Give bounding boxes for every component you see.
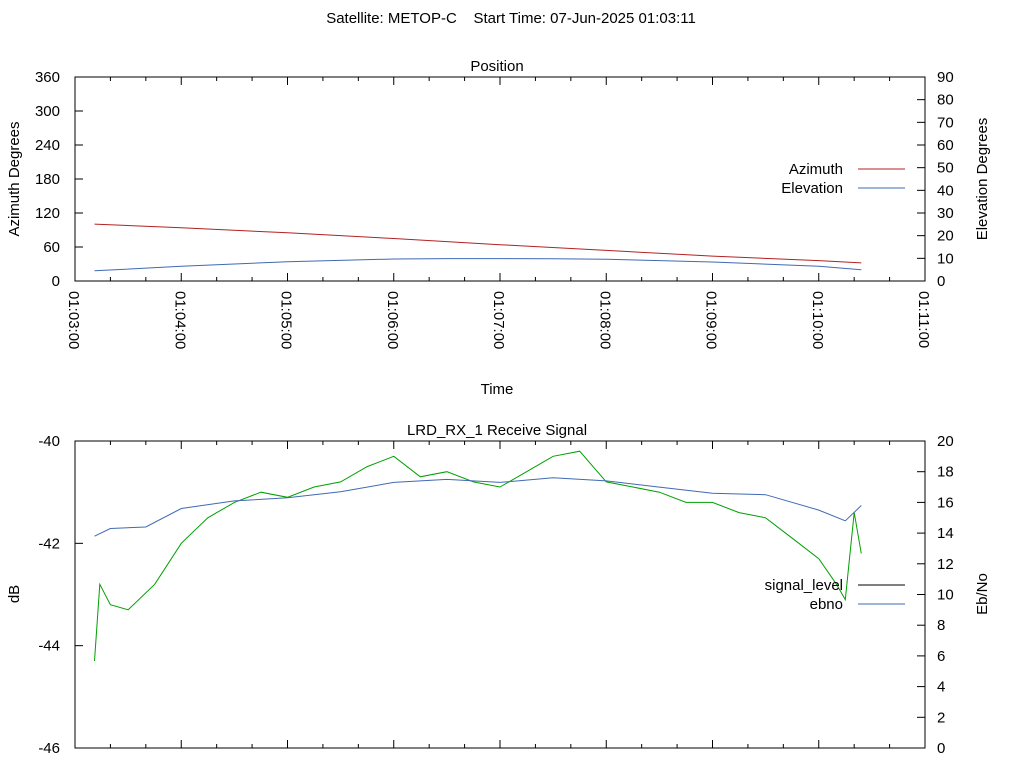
y-tick-label: -46 — [38, 740, 60, 757]
y2-tick-label: 8 — [937, 617, 945, 634]
signal-series — [94, 450, 862, 662]
legend-label: Azimuth — [789, 161, 843, 178]
y2-tick-label: 16 — [937, 494, 954, 511]
y-tick-label: -40 — [38, 433, 60, 450]
signal-ticks: -46 -44 -42 -40 0 2 4 6 8 10 12 14 16 18 20 — [38, 433, 953, 757]
series-line-elevation — [94, 258, 862, 272]
x-tick-label: 01:09:00 — [703, 291, 720, 349]
y2-tick-label: 14 — [937, 525, 954, 542]
y2-tick-label: 6 — [937, 648, 945, 665]
y2-tick-label: 30 — [937, 205, 954, 222]
signal-ylabel: dB — [6, 585, 23, 603]
y2-tick-label: 80 — [937, 92, 954, 109]
y2-tick-label: 40 — [937, 182, 954, 199]
x-tick-label: 01:06:00 — [384, 291, 401, 349]
legend-label: ebno — [810, 596, 843, 613]
y2-tick-label: 10 — [937, 250, 954, 267]
position-plot-frame — [74, 76, 926, 282]
signal-y2label: Eb/No — [974, 573, 991, 615]
position-y2label: Elevation Degrees — [974, 118, 991, 241]
y-tick-label: 120 — [35, 205, 60, 222]
x-tick-label: 01:03:00 — [65, 291, 82, 349]
y2-tick-label: 0 — [937, 740, 945, 757]
x-tick-label: 01:11:00 — [915, 291, 932, 348]
series-line-signal-level — [94, 450, 862, 662]
series-line-azimuth — [94, 223, 862, 264]
y2-tick-label: 70 — [937, 114, 954, 131]
position-ticks: 0 60 120 180 240 300 360 0 10 20 30 40 50 60 70 80 90 01:… — [35, 69, 954, 349]
y2-tick-label: 4 — [937, 679, 945, 696]
y2-tick-label: 20 — [937, 228, 954, 245]
y-tick-label: -44 — [38, 638, 60, 655]
x-tick-label: 01:08:00 — [596, 291, 613, 349]
y-tick-label: 180 — [35, 171, 60, 188]
position-chart: Position 0 60 120 180 240 300 360 0 10 20 30 40 50 60… — [6, 58, 991, 398]
x-tick-label: 01:10:00 — [809, 291, 826, 349]
signal-chart: LRD_RX_1 Receive Signal -46 -44 -42 -40 0 2 4 6… — [6, 422, 991, 757]
signal-chart-title: LRD_RX_1 Receive Signal — [407, 422, 587, 439]
position-chart-title: Position — [470, 58, 523, 75]
y2-tick-label: 2 — [937, 709, 945, 726]
x-tick-label: 01:07:00 — [490, 291, 507, 349]
y2-tick-label: 20 — [937, 433, 954, 450]
legend-label: Elevation — [781, 180, 843, 197]
y-tick-label: 60 — [43, 239, 60, 256]
y2-tick-label: 0 — [937, 273, 945, 290]
position-series — [94, 223, 862, 272]
series-line-ebno — [94, 477, 862, 537]
y2-tick-label: 90 — [937, 69, 954, 86]
y2-tick-label: 18 — [937, 464, 954, 481]
y-tick-label: 0 — [52, 273, 60, 290]
y2-tick-label: 60 — [937, 137, 954, 154]
y2-tick-label: 12 — [937, 556, 954, 573]
y-tick-label: 240 — [35, 137, 60, 154]
y-tick-label: 300 — [35, 103, 60, 120]
position-ylabel: Azimuth Degrees — [6, 121, 23, 236]
signal-plot-frame — [74, 440, 926, 749]
y-tick-label: 360 — [35, 69, 60, 86]
position-legend: Azimuth Elevation — [781, 161, 905, 197]
x-tick-label: 01:04:00 — [171, 291, 188, 349]
page-title: Satellite: METOP-C Start Time: 07-Jun-20… — [326, 10, 696, 27]
y2-tick-label: 50 — [937, 160, 954, 177]
position-xlabel: Time — [481, 381, 514, 398]
legend-label: signal_level — [765, 577, 843, 594]
y-tick-label: -42 — [38, 535, 60, 552]
y2-tick-label: 10 — [937, 587, 954, 604]
x-tick-label: 01:05:00 — [278, 291, 295, 349]
